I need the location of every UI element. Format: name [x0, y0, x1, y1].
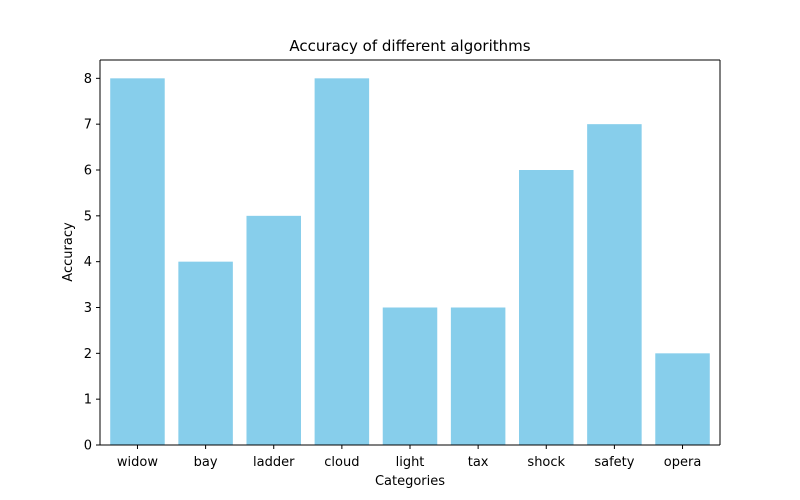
y-tick-label: 7 [84, 118, 92, 133]
bar-safety [587, 124, 642, 446]
bar-widow [110, 78, 165, 445]
bar-opera [655, 353, 710, 445]
y-tick-label: 8 [84, 72, 92, 87]
plot-area: 0 1 2 3 4 5 6 7 8 widow bay ladder cloud light tax sho… [84, 59, 721, 470]
bar-bay [178, 261, 233, 445]
x-tick-label-ladder: ladder [253, 455, 295, 470]
bars-group [110, 78, 710, 446]
y-tick-label: 1 [84, 393, 92, 408]
y-axis-label: Accuracy [61, 222, 76, 282]
y-axis-ticks: 0 1 2 3 4 5 6 7 8 [84, 72, 100, 454]
bar-light [382, 307, 438, 445]
bar-shock [519, 170, 574, 445]
bar-cloud [314, 78, 370, 445]
x-tick-label-cloud: cloud [324, 455, 359, 470]
x-tick-label-safety: safety [594, 455, 634, 470]
y-tick-label: 3 [84, 301, 92, 316]
x-axis-ticks: widow bay ladder cloud light tax shock safety op… [117, 445, 701, 470]
y-tick-label: 2 [84, 347, 92, 362]
y-tick-label: 0 [84, 439, 92, 454]
x-tick-label-light: light [396, 455, 425, 470]
x-tick-label-tax: tax [468, 455, 489, 470]
y-tick-label: 5 [84, 209, 92, 224]
x-tick-label-bay: bay [194, 455, 218, 470]
x-tick-label-widow: widow [117, 455, 158, 470]
x-tick-label-shock: shock [527, 455, 565, 470]
bar-tax [450, 307, 506, 445]
bar-ladder [246, 215, 301, 445]
x-axis-label: Categories [375, 474, 445, 489]
y-tick-label: 6 [84, 164, 92, 179]
x-tick-label-opera: opera [664, 455, 702, 470]
y-tick-label: 4 [84, 255, 92, 270]
chart-title: Accuracy of different algorithms [289, 37, 530, 55]
